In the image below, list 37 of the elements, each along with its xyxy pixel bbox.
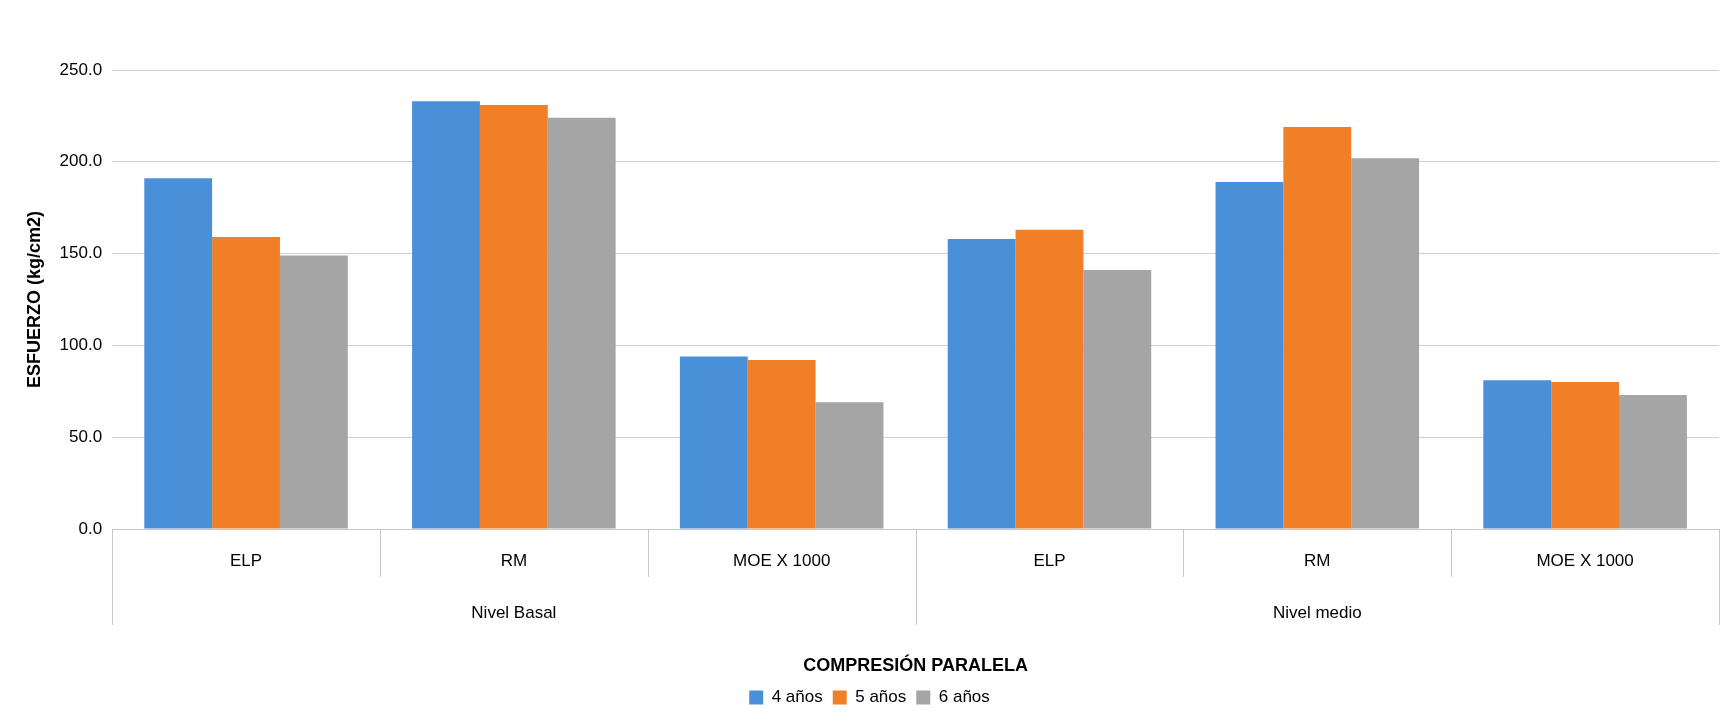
bar (279, 255, 348, 529)
legend-label: 4 años (771, 687, 823, 707)
y-tick-label: 50.0 (69, 426, 103, 446)
bar (1283, 126, 1352, 529)
bar (1015, 229, 1084, 529)
x-tick-label: ELP (229, 550, 263, 570)
y-tick-label: 150.0 (59, 243, 103, 263)
y-axis-title: ESFUERZO (kg/cm2) (23, 210, 44, 389)
x-tick-label: MOE X 1000 (1536, 550, 1634, 570)
bar (947, 238, 1016, 529)
x-axis-title: COMPRESIÓN PARALELA (803, 654, 1028, 676)
bar (547, 117, 616, 529)
y-tick-label: 200.0 (59, 151, 103, 171)
y-tick-label: 100.0 (59, 335, 103, 355)
x-tick-label: RM (500, 550, 528, 570)
text: Nivel medio (1272, 602, 1362, 622)
bar (679, 356, 748, 529)
text: Nivel Basal (471, 602, 557, 622)
x-tick-label: MOE X 1000 (733, 550, 831, 570)
bar (212, 237, 280, 529)
bar (815, 402, 884, 529)
x-tick-label: ELP (1033, 550, 1066, 570)
x-tick-label: RM (1304, 550, 1331, 570)
bar (1215, 182, 1284, 529)
bar (1551, 382, 1620, 529)
legend-label: 6 años (938, 687, 990, 707)
y-tick-label: 250.0 (59, 59, 103, 79)
bar (479, 104, 548, 529)
bar (1351, 158, 1420, 529)
bar (412, 101, 480, 529)
bar (1483, 380, 1552, 529)
bar (1619, 394, 1687, 529)
bar (1083, 270, 1152, 529)
bar (747, 360, 816, 529)
bar (144, 178, 213, 529)
legend-label: 5 años (855, 687, 907, 707)
y-tick-label: 0.0 (78, 518, 103, 538)
